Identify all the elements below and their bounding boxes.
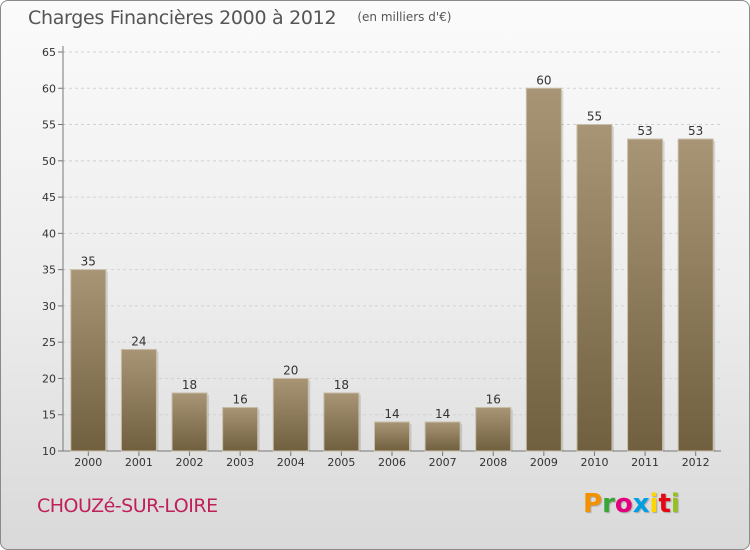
y-tick-label: 20 bbox=[42, 372, 56, 385]
x-tick-label: 2006 bbox=[378, 456, 406, 469]
bar bbox=[475, 406, 512, 452]
bar bbox=[627, 138, 664, 452]
gridlines bbox=[63, 51, 721, 452]
brand-letter: x bbox=[632, 489, 650, 519]
y-tick-label: 60 bbox=[42, 82, 56, 95]
x-tick-label: 2000 bbox=[74, 456, 102, 469]
bar bbox=[272, 377, 309, 452]
bar bbox=[171, 392, 208, 452]
bar bbox=[70, 269, 107, 452]
data-label: 20 bbox=[283, 363, 298, 377]
brand-letter: t bbox=[658, 489, 671, 519]
x-tick-label: 2011 bbox=[631, 456, 659, 469]
data-label: 53 bbox=[688, 124, 703, 138]
data-label: 18 bbox=[334, 378, 349, 392]
bar bbox=[120, 348, 157, 452]
data-label: 16 bbox=[233, 392, 248, 406]
bar bbox=[222, 406, 259, 452]
bar bbox=[424, 421, 461, 452]
x-tick-label: 2005 bbox=[327, 456, 355, 469]
labels: 35 24 18 16 20 18 14 14 16 60 55 53 53 bbox=[81, 73, 704, 421]
x-tick-label: 2008 bbox=[479, 456, 507, 469]
y-tick-label: 40 bbox=[42, 227, 56, 240]
y-tick-label: 10 bbox=[42, 445, 56, 458]
bar bbox=[374, 421, 410, 452]
place-name: CHOUZé-SUR-LOIRE bbox=[37, 495, 218, 517]
data-label: 53 bbox=[637, 124, 652, 138]
y-tick-label: 35 bbox=[42, 264, 56, 277]
x-tick-label: 2004 bbox=[277, 456, 305, 469]
y-tick-label: 30 bbox=[42, 300, 56, 313]
data-label: 16 bbox=[486, 392, 501, 406]
chart-title: Charges Financières 2000 à 2012 bbox=[28, 7, 337, 29]
bar bbox=[323, 392, 360, 452]
y-tick-label: 25 bbox=[42, 336, 56, 349]
data-label: 60 bbox=[536, 73, 551, 87]
data-label: 18 bbox=[182, 378, 197, 392]
data-label: 55 bbox=[587, 110, 602, 124]
bar bbox=[677, 138, 714, 452]
data-label: 35 bbox=[81, 255, 96, 269]
brand-letter: P bbox=[583, 489, 603, 519]
y-tick-label: 65 bbox=[42, 46, 56, 59]
x-tick-label: 2012 bbox=[682, 456, 710, 469]
brand-letter: i bbox=[670, 489, 680, 519]
data-label: 14 bbox=[435, 407, 450, 421]
x-tick-label: 2002 bbox=[176, 456, 204, 469]
y-tick-label: 50 bbox=[42, 155, 56, 168]
chart-subtitle: (en milliers d'€) bbox=[357, 10, 452, 24]
x-tick-label: 2010 bbox=[580, 456, 608, 469]
x-tick-label: 2001 bbox=[125, 456, 153, 469]
data-label: 24 bbox=[131, 334, 146, 348]
bar bbox=[525, 87, 562, 452]
chart-header: Charges Financières 2000 à 2012 (en mill… bbox=[28, 7, 451, 29]
brand-letter: o bbox=[614, 489, 633, 519]
y-tick-label: 45 bbox=[42, 191, 56, 204]
bars bbox=[70, 87, 716, 452]
y-tick-label: 55 bbox=[42, 119, 56, 132]
data-label: 14 bbox=[384, 407, 399, 421]
x-tick-label: 2009 bbox=[530, 456, 558, 469]
brand-letter: i bbox=[649, 489, 659, 519]
x-tick-label: 2007 bbox=[429, 456, 457, 469]
bar bbox=[576, 124, 613, 452]
y-tick-label: 15 bbox=[42, 409, 56, 422]
brand-logo[interactable]: Proxiti bbox=[583, 489, 680, 519]
brand-letter: r bbox=[602, 489, 615, 519]
x-tick-label: 2003 bbox=[226, 456, 254, 469]
